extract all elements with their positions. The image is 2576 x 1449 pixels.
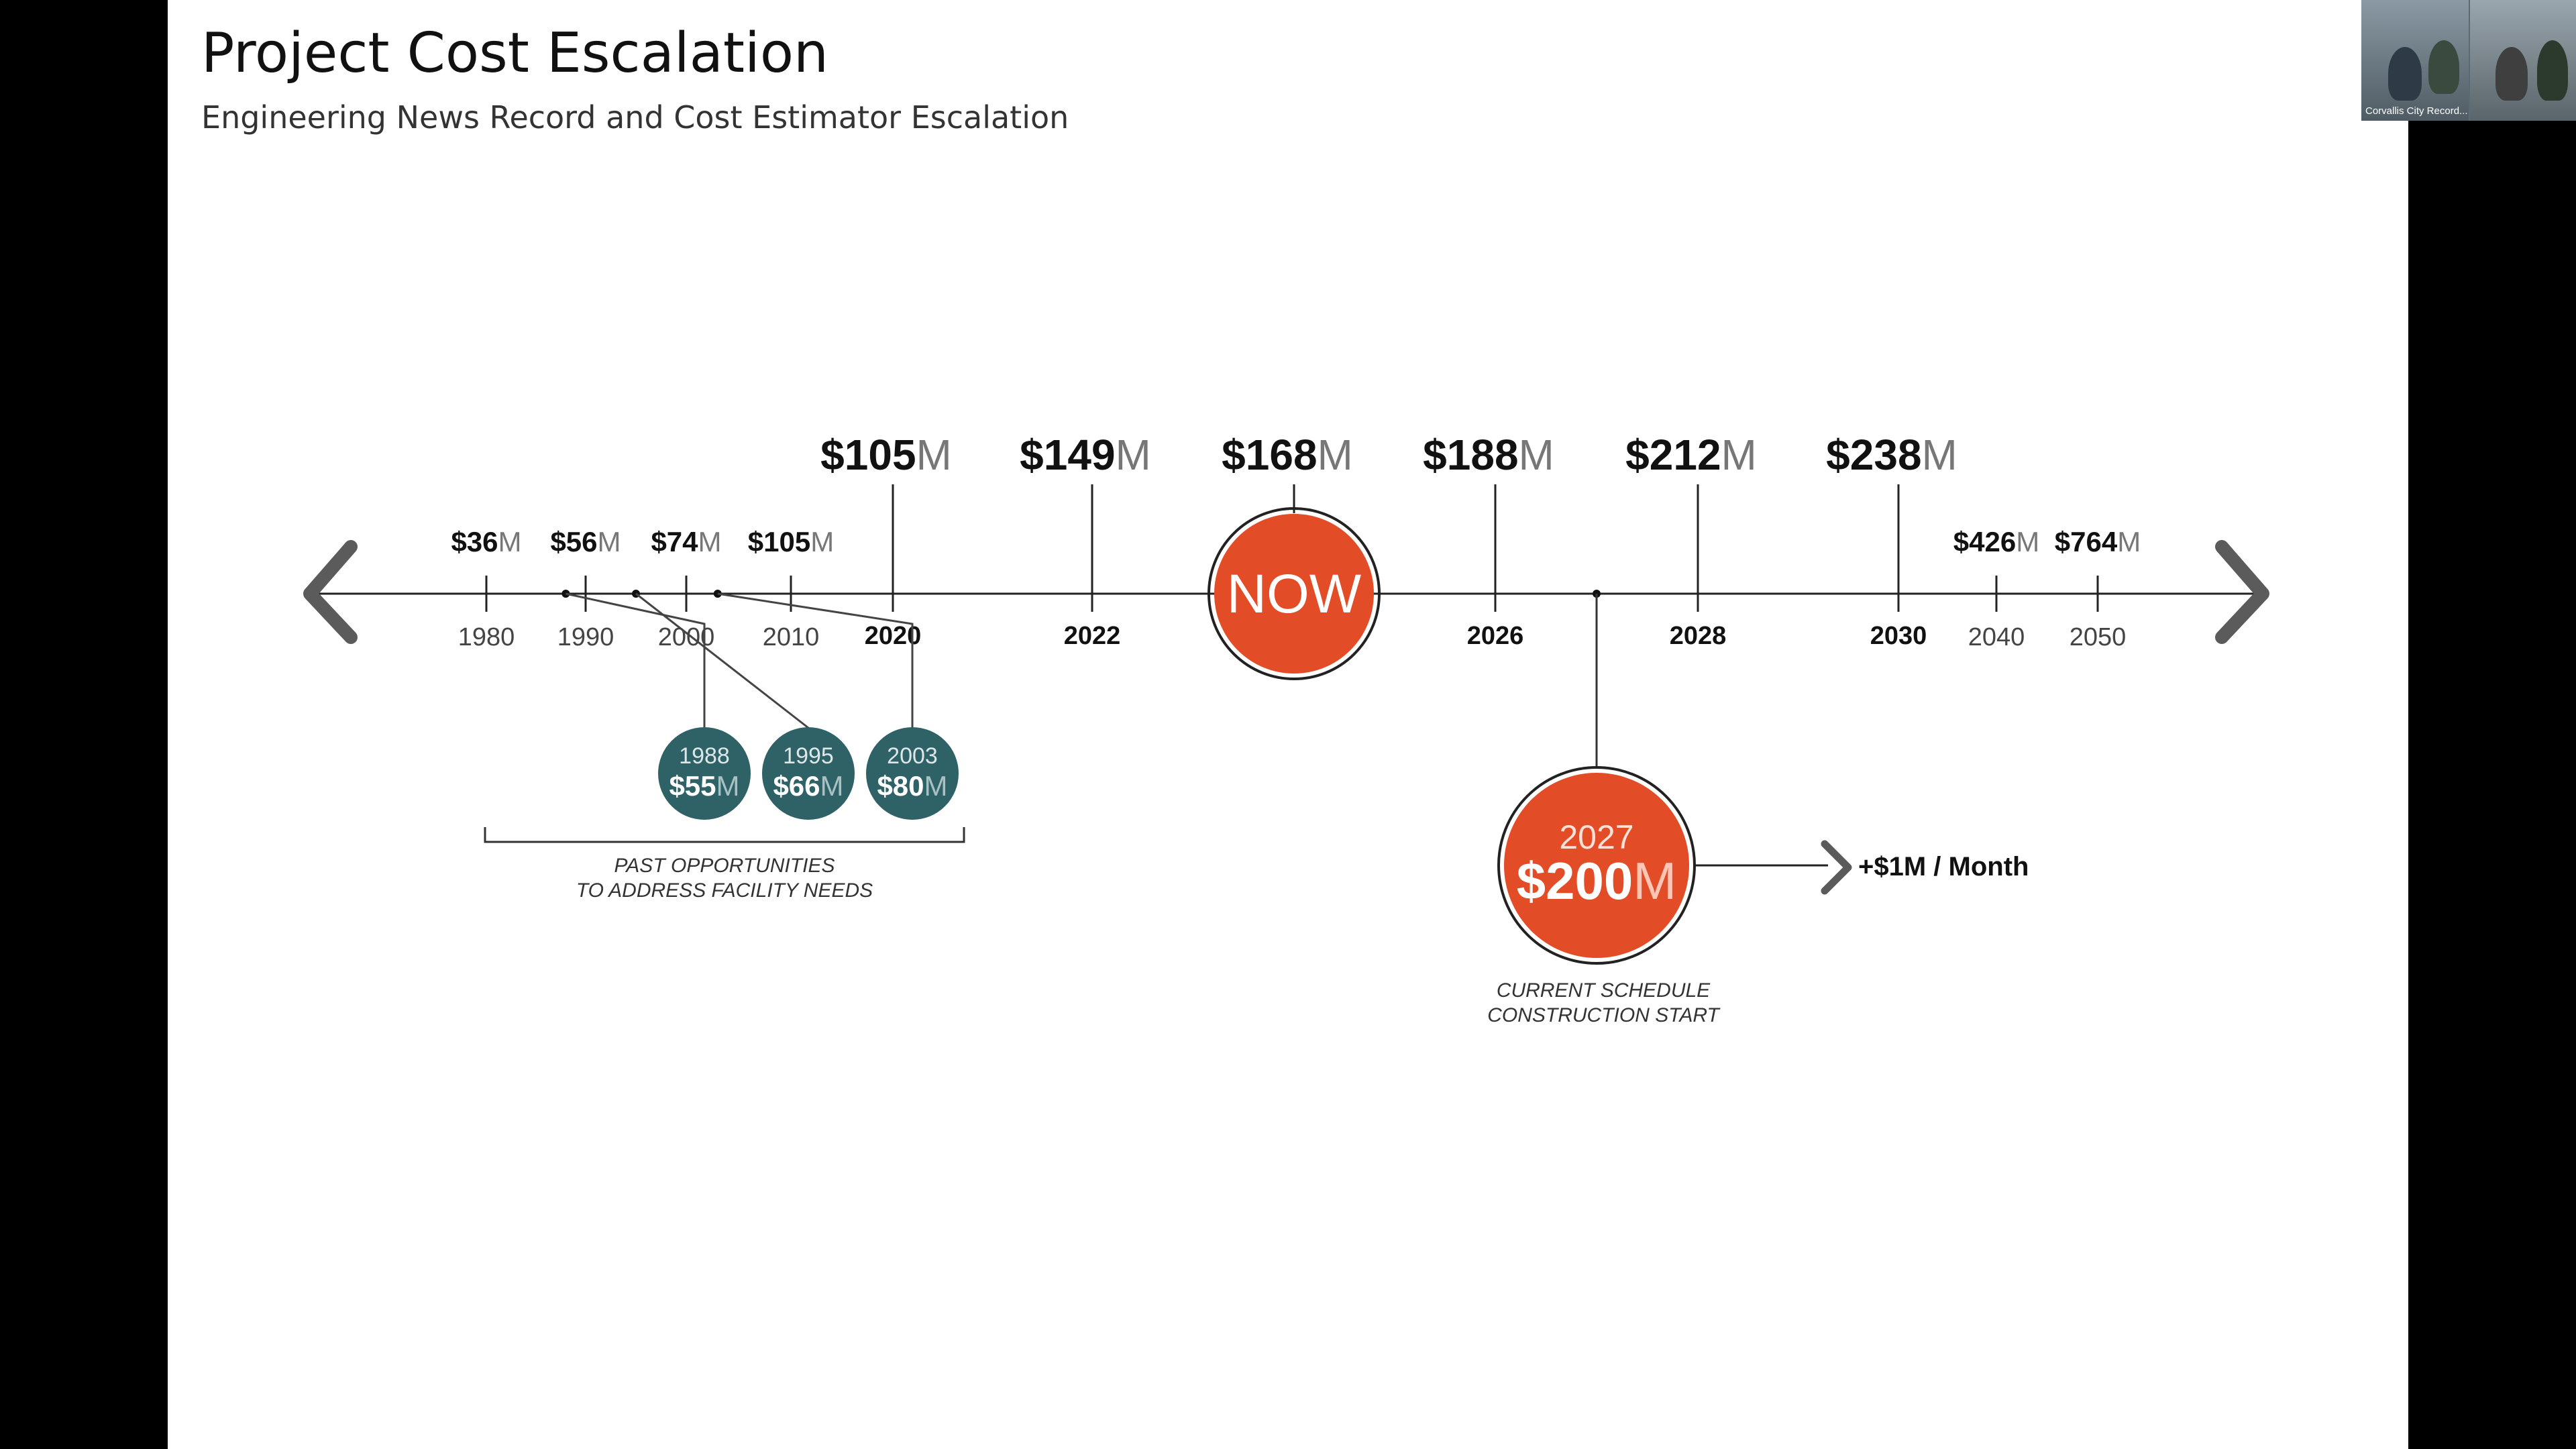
slide-title: Project Cost Escalation xyxy=(201,21,828,85)
now-label: NOW xyxy=(1227,564,1362,625)
now-circle-ring xyxy=(1208,507,1381,680)
minor-year-label: 1980 xyxy=(458,623,515,651)
video-participants-thumbnail[interactable]: Corvallis City Record... xyxy=(2361,0,2576,121)
minor-year-label: 2010 xyxy=(763,623,820,651)
construction-circle xyxy=(1504,773,1689,958)
minor-year-label: 2040 xyxy=(1968,623,2025,651)
minor-cost-label: $56M xyxy=(550,526,621,557)
now-circle xyxy=(1214,514,1374,674)
minor-cost-label: $74M xyxy=(651,526,721,557)
video-participant xyxy=(2428,40,2459,94)
video-participant xyxy=(2496,47,2528,101)
past-caption: TO ADDRESS FACILITY NEEDS xyxy=(576,879,873,902)
minor-year-label: 2050 xyxy=(2070,623,2127,651)
cost-timeline: $36M1980$56M1990$74M2000$105M2010$426M20… xyxy=(303,431,2269,1026)
construction-year-label: 2027 xyxy=(1559,818,1633,856)
construction-caption: CONSTRUCTION START xyxy=(1487,1004,1721,1026)
past-cost-label: $66M xyxy=(773,770,843,802)
past-opportunity-circle xyxy=(762,727,855,820)
past-cost-label: $80M xyxy=(877,770,947,802)
past-connector xyxy=(717,592,914,728)
now-cost-label: $168M xyxy=(1222,431,1353,479)
major-year-label: 2022 xyxy=(1064,622,1121,650)
minor-cost-label: $36M xyxy=(451,526,521,557)
construction-cost-label: $200M xyxy=(1517,851,1677,910)
video-participant xyxy=(2388,47,2422,101)
past-connector xyxy=(635,592,809,729)
major-year-label: 2026 xyxy=(1467,622,1524,650)
construction-circle-ring xyxy=(1497,766,1696,965)
minor-year-label: 1990 xyxy=(557,623,614,651)
rate-arrow-head xyxy=(1821,840,1852,895)
past-opportunity-circle xyxy=(866,727,959,820)
past-opportunity-circle xyxy=(658,727,751,820)
construction-caption: CURRENT SCHEDULE xyxy=(1497,979,1711,1002)
past-year-label: 1995 xyxy=(783,743,834,769)
timeline-left-arrow xyxy=(303,540,358,644)
minor-cost-label: $426M xyxy=(1953,526,2039,557)
presentation-slide: Project Cost Escalation Engineering News… xyxy=(168,0,2408,1449)
major-year-label: 2028 xyxy=(1670,622,1727,650)
timeline-right-arrow xyxy=(2215,540,2269,644)
video-caption: Corvallis City Record... xyxy=(2365,105,2468,117)
video-participant xyxy=(2537,40,2568,101)
past-caption: PAST OPPORTUNITIES xyxy=(614,855,835,877)
rate-label: +$1M / Month xyxy=(1858,852,2029,881)
major-cost-label: $149M xyxy=(1020,431,1151,479)
major-cost-label: $105M xyxy=(820,431,952,479)
past-year-label: 2003 xyxy=(887,743,938,769)
minor-cost-label: $764M xyxy=(2055,526,2141,557)
past-connector xyxy=(566,592,706,728)
past-year-label: 1988 xyxy=(679,743,730,769)
major-cost-label: $188M xyxy=(1423,431,1554,479)
past-bracket xyxy=(484,827,965,843)
slide-subtitle: Engineering News Record and Cost Estimat… xyxy=(201,99,1069,136)
major-year-label: 2030 xyxy=(1870,622,1927,650)
past-cost-label: $55M xyxy=(669,770,739,802)
minor-cost-label: $105M xyxy=(748,526,834,557)
major-cost-label: $238M xyxy=(1826,431,1957,479)
major-cost-label: $212M xyxy=(1625,431,1757,479)
